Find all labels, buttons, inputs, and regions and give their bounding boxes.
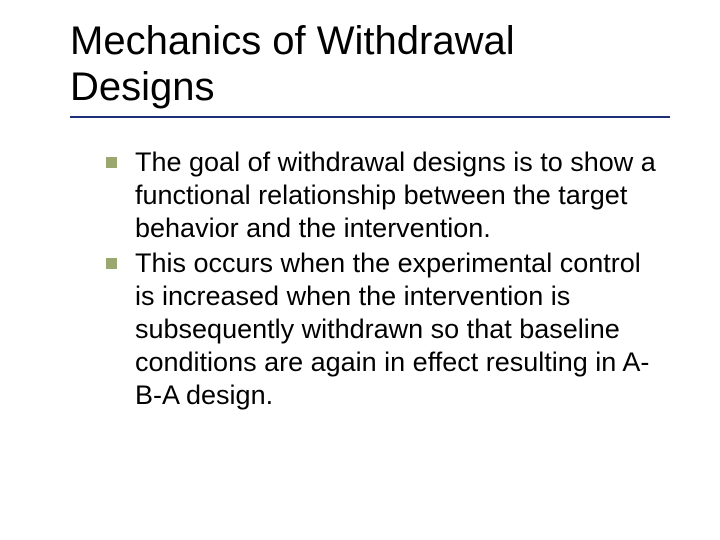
title-underline xyxy=(70,116,670,118)
bullet-text: The goal of withdrawal designs is to sho… xyxy=(135,146,660,245)
slide: Mechanics of Withdrawal Designs The goal… xyxy=(0,0,720,540)
bullet-text: This occurs when the experimental contro… xyxy=(135,247,660,412)
square-bullet-icon xyxy=(106,258,117,269)
square-bullet-icon xyxy=(106,157,117,168)
list-item: This occurs when the experimental contro… xyxy=(106,247,660,412)
slide-title: Mechanics of Withdrawal Designs xyxy=(70,18,670,110)
list-item: The goal of withdrawal designs is to sho… xyxy=(106,146,660,245)
bullet-list: The goal of withdrawal designs is to sho… xyxy=(70,146,670,412)
